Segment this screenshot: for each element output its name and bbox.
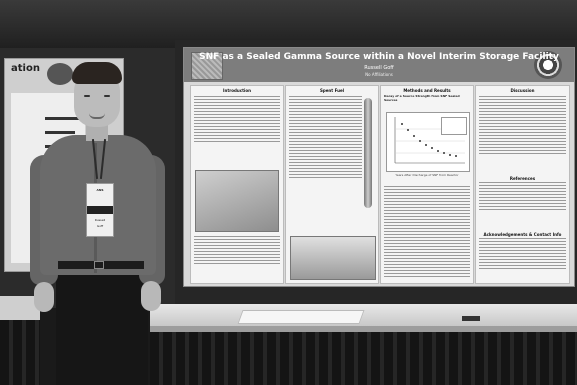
poster-author: Russell Goff (364, 65, 394, 71)
presenter-left-eye (84, 95, 90, 97)
references-text-block (479, 182, 566, 212)
poster-affiliation: No Affiliations (365, 72, 393, 77)
acknowledgements-text-block (479, 238, 566, 271)
data-point (425, 144, 427, 146)
presenter-left-hand (34, 282, 54, 312)
data-point (401, 123, 403, 125)
presenter-hair (72, 62, 122, 84)
fuel-rod-image (364, 98, 372, 208)
data-point (419, 140, 421, 142)
main-poster: SNF as a Sealed Gamma Source within a No… (183, 47, 575, 287)
pen-on-table (462, 316, 480, 321)
source-decay-chart (386, 112, 470, 172)
data-point (443, 152, 445, 154)
presenter-right-hand (141, 281, 161, 311)
belt-buckle (94, 261, 104, 269)
data-point (431, 147, 433, 149)
neighbor-poster-logo (47, 63, 73, 85)
presenter-smile (89, 113, 105, 119)
presenter-right-eye (104, 95, 110, 97)
introduction-text-block (194, 96, 280, 144)
name-badge: ANS Russell Goff (86, 183, 114, 237)
introduction-caption (194, 236, 280, 266)
badge-last-name: Goff (96, 224, 104, 228)
acknowledgements-heading: Acknowledgements & Contact Info (483, 232, 562, 237)
display-table-top (150, 304, 577, 326)
methods-results-column: Methods and Results Decay of a Source St… (380, 85, 474, 284)
discussion-heading: Discussion (510, 88, 535, 93)
data-point (437, 150, 439, 152)
left-tablecloth (0, 320, 40, 385)
data-point (413, 135, 415, 137)
introduction-heading: Introduction (223, 88, 251, 93)
poster-logo-right (534, 51, 562, 79)
left-table-top (0, 296, 40, 320)
graph-title: Decay of a Source Strength from SNF Seal… (384, 94, 460, 102)
presenter-neck (86, 123, 108, 141)
neighbor-bar (45, 131, 75, 134)
data-point (455, 155, 457, 157)
badge-org: ANS (96, 188, 104, 192)
presenter-belt (58, 261, 144, 269)
presenter-pants (56, 269, 148, 385)
data-point (407, 129, 409, 131)
spent-fuel-column: Spent Fuel (285, 85, 379, 284)
poster-logo-left (191, 52, 223, 80)
display-tablecloth (150, 332, 577, 385)
data-point (449, 154, 451, 156)
display-table-edge (150, 326, 577, 332)
papers-on-table (237, 310, 365, 324)
spent-fuel-heading: Spent Fuel (319, 88, 345, 93)
presenter: ANS Russell Goff (20, 55, 180, 385)
chart-legend (441, 117, 467, 135)
chart-x-label: Years After Discharge of SNF from Reacto… (395, 173, 459, 177)
cask-render-image (290, 236, 376, 280)
poster-header (184, 48, 574, 82)
methods-results-heading: Methods and Results (403, 88, 451, 93)
badge-first-name: Russell (94, 218, 106, 222)
badge-ribbon (87, 206, 113, 214)
results-text-block (384, 186, 470, 279)
references-heading: References (509, 176, 536, 181)
neighbor-bar (45, 117, 81, 120)
facility-render-image (195, 170, 279, 232)
poster-title: SNF as a Sealed Gamma Source within a No… (199, 52, 559, 62)
discussion-column: Discussion References Acknowledgements &… (475, 85, 570, 284)
neighbor-poster-title: ation (11, 63, 40, 74)
spent-fuel-text-block (289, 96, 362, 180)
discussion-text-block (479, 96, 566, 156)
introduction-column: Introduction (190, 85, 284, 284)
